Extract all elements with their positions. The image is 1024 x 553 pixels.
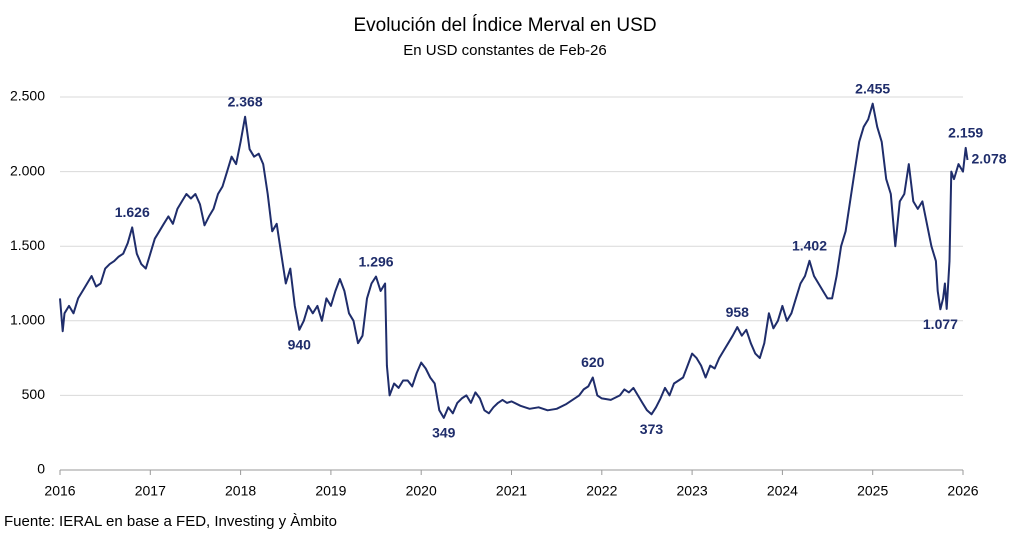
chart-title: Evolución del Índice Merval en USD <box>353 15 656 36</box>
source-note: Fuente: IERAL en base a FED, Investing y… <box>4 513 337 530</box>
chart-subtitle: En USD constantes de Feb-26 <box>403 42 606 59</box>
x-tick-label: 2020 <box>406 483 437 499</box>
data-annotation: 2.455 <box>855 80 890 96</box>
x-tick-label: 2025 <box>857 483 888 499</box>
data-annotation: 349 <box>432 425 456 441</box>
data-annotation: 958 <box>726 304 750 320</box>
data-annotation: 1.077 <box>923 316 958 332</box>
y-tick-label: 2.500 <box>10 88 45 104</box>
data-annotation: 2.078 <box>972 151 1007 167</box>
data-annotation: 373 <box>640 421 664 437</box>
data-annotation: 1.626 <box>115 204 150 220</box>
y-tick-label: 0 <box>37 461 45 477</box>
x-tick-label: 2021 <box>496 483 527 499</box>
data-annotation: 1.296 <box>359 253 394 269</box>
x-tick-label: 2018 <box>225 483 256 499</box>
y-tick-label: 500 <box>22 386 46 402</box>
x-tick-label: 2024 <box>767 483 798 499</box>
x-tick-label: 2016 <box>44 483 75 499</box>
y-tick-label: 1.000 <box>10 312 45 328</box>
x-tick-label: 2019 <box>315 483 346 499</box>
series-line <box>59 102 969 419</box>
y-tick-label: 1.500 <box>10 237 45 253</box>
y-tick-label: 2.000 <box>10 162 45 178</box>
data-annotation: 2.368 <box>228 93 263 109</box>
data-annotation: 1.402 <box>792 238 827 254</box>
x-tick-label: 2022 <box>586 483 617 499</box>
data-annotation: 2.159 <box>948 125 983 141</box>
data-annotation: 620 <box>581 354 605 370</box>
x-tick-label: 2017 <box>135 483 166 499</box>
x-tick-label: 2026 <box>947 483 978 499</box>
data-annotation: 940 <box>288 336 312 352</box>
x-tick-label: 2023 <box>677 483 708 499</box>
